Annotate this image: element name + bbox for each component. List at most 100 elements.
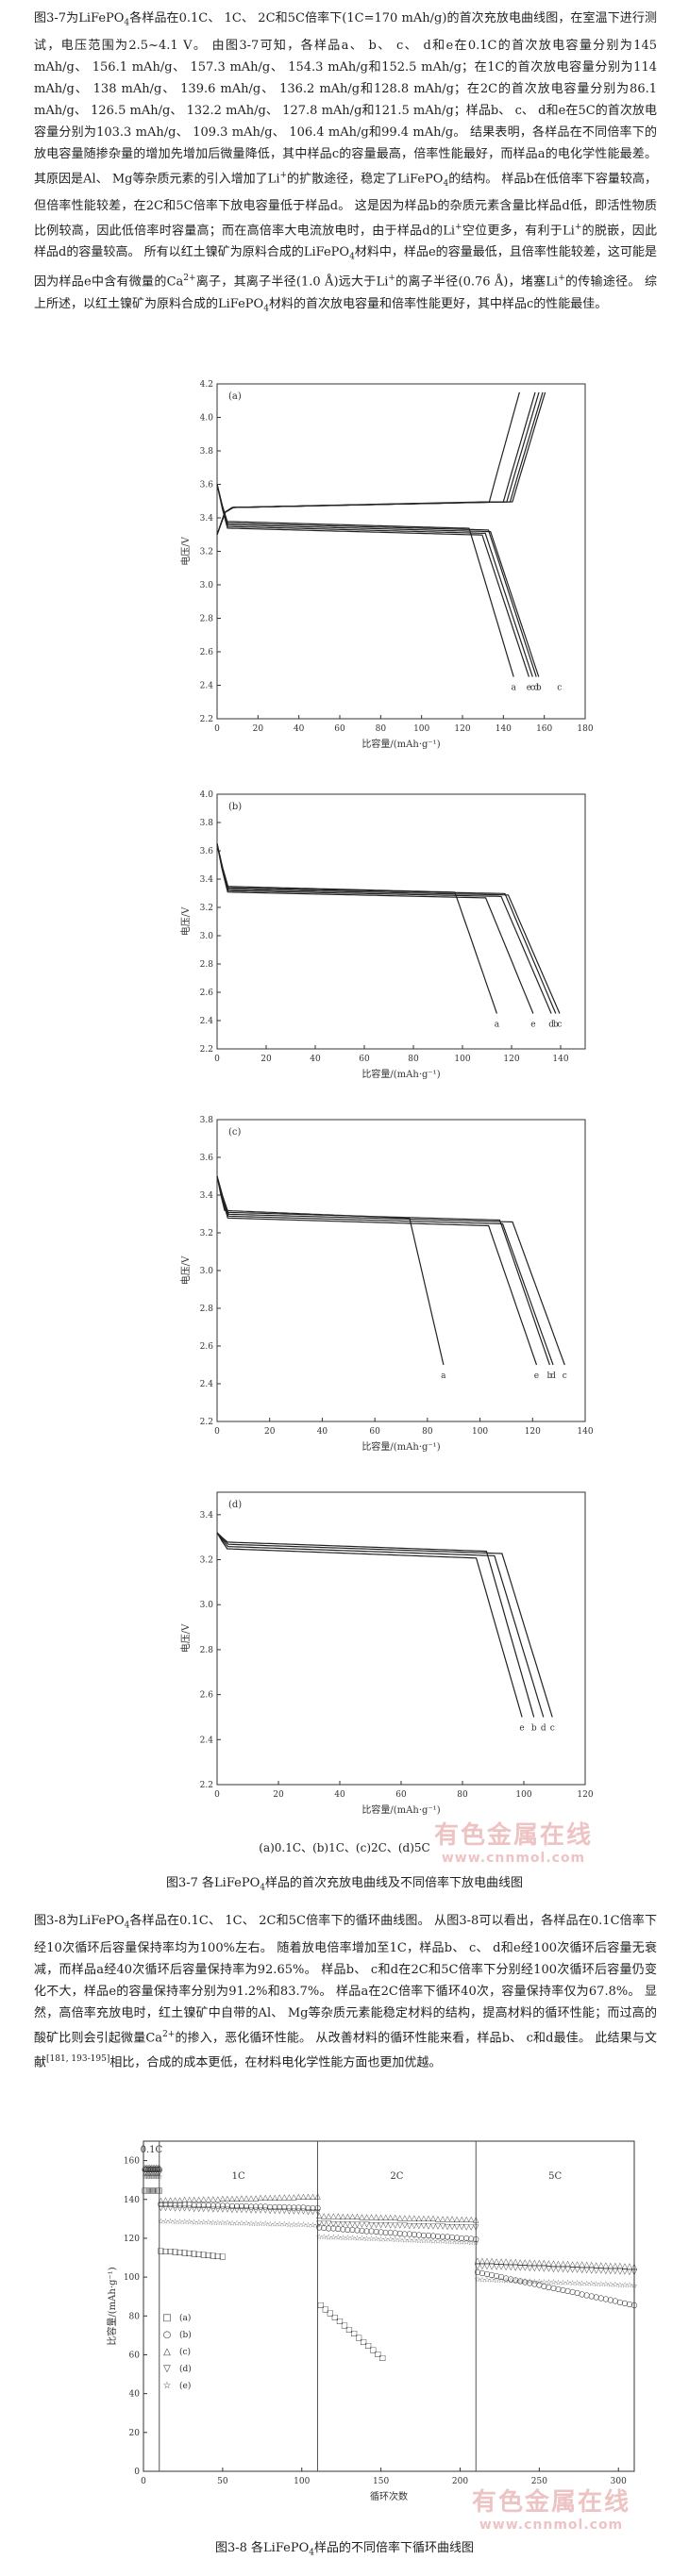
point-(d): ▽: [440, 2222, 446, 2231]
point-(e): ☆: [330, 2233, 337, 2241]
point-(b): ○: [616, 2298, 623, 2306]
point-(e): ☆: [200, 2219, 207, 2227]
point-(b): ○: [445, 2233, 451, 2241]
y-tick-label: 3.4: [200, 1191, 214, 1201]
point-(e): ☆: [392, 2235, 398, 2244]
chart-panel-b: 0 20 40 60 80 100 120 140 2.2 2.4 2.6 2.8 3.0 3.2 3.4 3…: [160, 783, 604, 1094]
cycling-plot: 0 50 100 150 200 250 300 0 20 40 60 80 100 120 140 160 循…: [106, 2140, 638, 2502]
point-(e): ☆: [219, 2219, 226, 2227]
x-tick-label: 80: [376, 724, 387, 734]
point-(e): ☆: [228, 2219, 235, 2227]
point-(c): △: [344, 2212, 351, 2220]
point-(c): △: [475, 2256, 481, 2265]
x-tick-label: 300: [611, 2477, 627, 2486]
point-(b): ○: [387, 2228, 394, 2236]
point-(e): ☆: [148, 2172, 155, 2181]
figure-3-7-caption: 图3-7 各LiFePO4样品的首次充放电曲线及不同倍率下放电曲线图: [165, 1876, 523, 1893]
point-(b): ○: [195, 2201, 202, 2209]
y-tick-label: 2.8: [200, 615, 214, 624]
paragraph-fig3-7-discussion: 图3-7为LiFePO4各样品在0.1C、 1C、 2C和5C倍率下(1C=17…: [34, 11, 657, 314]
point-(c): △: [363, 2212, 370, 2220]
y-tick-label: 2.4: [200, 1736, 214, 1745]
point-(e): ☆: [439, 2237, 445, 2246]
point-(e): ☆: [454, 2237, 461, 2246]
point-(c): △: [589, 2260, 596, 2269]
point-(d): ▽: [416, 2221, 423, 2230]
y-tick-label: 2.6: [200, 1691, 214, 1701]
point-(c): △: [148, 2163, 155, 2171]
point-(e): ☆: [363, 2235, 370, 2243]
y-tick-label: 2.8: [200, 1305, 214, 1314]
point-(b): ○: [574, 2288, 580, 2297]
point-(c): △: [412, 2214, 418, 2222]
point-(d): ▽: [463, 2222, 470, 2231]
point-(e): ☆: [310, 2220, 316, 2229]
point-(c): △: [459, 2215, 465, 2223]
point-(c): △: [531, 2258, 538, 2267]
point-(a): □: [331, 2313, 339, 2321]
point-(c): △: [152, 2163, 159, 2171]
point-(d): ▽: [468, 2222, 475, 2231]
point-(b): ○: [555, 2285, 562, 2293]
point-(d): ▽: [281, 2206, 288, 2215]
point-(c): △: [513, 2257, 519, 2266]
y-tick-label: 3.0: [200, 581, 214, 590]
point-(c): △: [374, 2213, 380, 2221]
point-(e): ☆: [291, 2220, 297, 2229]
point-(e): ☆: [314, 2221, 321, 2230]
point-(c): △: [560, 2259, 566, 2268]
point-(d): ▽: [326, 2219, 332, 2228]
point-(e): ☆: [272, 2219, 278, 2228]
point-(b): ○: [459, 2234, 465, 2242]
point-(e): ☆: [574, 2279, 580, 2287]
y-tick-label: 2.6: [200, 648, 214, 657]
point-(c): △: [272, 2193, 278, 2202]
point-(b): ○: [536, 2281, 543, 2289]
y-axis-label: 比容量/(mAh·g⁻¹): [106, 2267, 118, 2345]
x-axis-label: 比容量/(mAh·g⁻¹): [361, 1440, 440, 1453]
x-tick-label: 180: [577, 724, 593, 734]
point-(d): ▽: [430, 2221, 437, 2230]
discharge-curve-e: [216, 1175, 538, 1366]
point-(b): ○: [153, 2165, 160, 2173]
point-(b): ○: [291, 2202, 297, 2211]
point-(e): ☆: [531, 2277, 538, 2285]
point-(c): △: [316, 2211, 323, 2219]
x-tick-label: 120: [525, 1427, 541, 1437]
x-tick-label: 100: [472, 1427, 488, 1437]
point-(c): △: [253, 2193, 260, 2202]
curve-label-e: e: [530, 1021, 535, 1030]
point-(c): △: [508, 2257, 514, 2266]
point-(b): ○: [508, 2274, 514, 2283]
point-(e): ☆: [214, 2219, 221, 2227]
point-(e): ☆: [626, 2281, 632, 2289]
point-(c): △: [229, 2194, 236, 2202]
point-(a): □: [336, 2317, 344, 2325]
point-(d): ▽: [314, 2207, 321, 2216]
curve-label-e: e: [534, 1371, 539, 1381]
point-(c): △: [580, 2260, 586, 2269]
point-(b): ○: [167, 2200, 174, 2208]
y-tick-label: 2.6: [200, 1342, 214, 1352]
x-tick-label: 40: [310, 1055, 321, 1064]
region-label: 5C: [548, 2171, 562, 2182]
point-(c): △: [407, 2214, 413, 2222]
point-(b): ○: [359, 2226, 365, 2235]
point-(c): △: [613, 2261, 619, 2269]
point-(c): △: [291, 2192, 297, 2201]
x-tick-label: 0: [214, 1427, 220, 1437]
point-(a): □: [200, 2251, 208, 2259]
point-(e): ☆: [149, 2172, 156, 2181]
point-(b): ○: [310, 2203, 316, 2212]
point-(b): ○: [449, 2233, 456, 2241]
point-(c): △: [172, 2195, 178, 2203]
point-(e): ☆: [162, 2218, 169, 2226]
point-(d): ▽: [143, 2169, 149, 2177]
y-axis-label: 电压/V: [179, 1623, 192, 1653]
point-(b): ○: [151, 2165, 158, 2173]
point-(d): ▽: [598, 2267, 605, 2275]
point-(c): △: [215, 2194, 222, 2202]
point-(d): ▽: [421, 2221, 428, 2230]
point-(b): ○: [272, 2202, 278, 2211]
point-(b): ○: [146, 2165, 153, 2173]
